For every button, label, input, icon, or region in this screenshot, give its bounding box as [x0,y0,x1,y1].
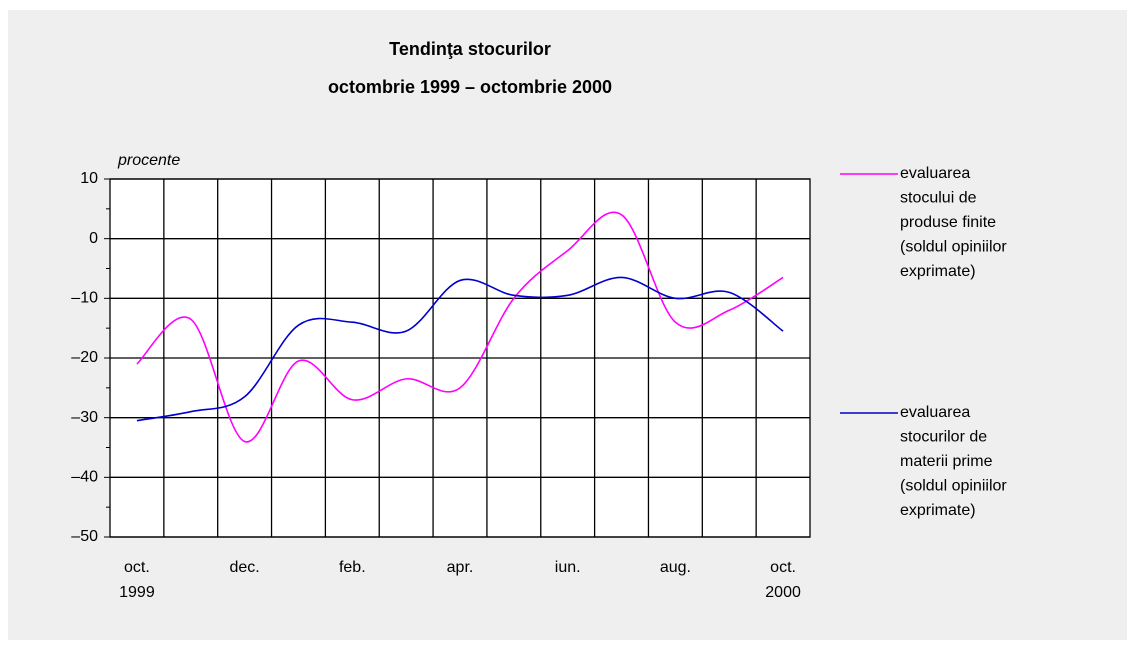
y-tick-label: 10 [80,170,98,187]
x-tick-label: dec. [229,559,259,576]
y-tick-label: –20 [71,349,98,366]
x-tick-label: oct. 2000 [765,559,801,601]
y-tick-label: –30 [71,409,98,426]
y-tick-label: –40 [71,469,98,486]
plot-border [109,178,811,538]
chart-subtitle: octombrie 1999 – octombrie 2000 [328,77,612,97]
legend-label: evaluarea stocului de produse finite (soldu… [900,165,1007,280]
series-line [136,211,784,443]
series-line [136,276,784,422]
x-tick-label: iun. [555,559,581,576]
y-axis-label: procente [117,152,180,169]
legend-label: evaluarea stocurilor de materii prime (sold… [900,404,1007,519]
y-tick-label: 0 [89,230,98,247]
x-tick-label: apr. [447,559,474,576]
y-tick-label: –10 [71,290,98,307]
x-tick-label: feb. [339,559,366,576]
chart-title: Tendinţa stocurilor [389,39,551,59]
x-tick-label: aug. [660,559,691,576]
y-tick-label: –50 [71,528,98,545]
x-tick-label: oct. 1999 [119,559,155,601]
